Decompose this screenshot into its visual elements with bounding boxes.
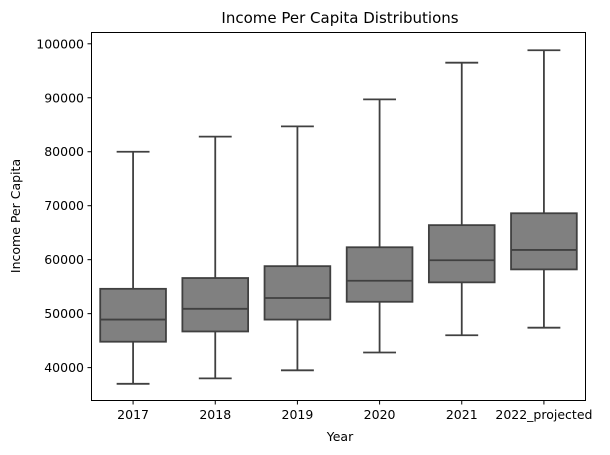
box-2017 [99,150,167,385]
y-tick-label: 50000 [44,306,84,321]
y-tick-label: 70000 [44,198,84,213]
plot-area [99,49,578,385]
x-tick-label: 2022_projected [495,407,592,422]
y-tick-label: 90000 [44,90,84,105]
box-2019 [263,125,332,372]
x-tick-label: 2017 [117,407,149,422]
plot-frame [91,32,586,401]
iqr-box [345,246,414,303]
x-tick-label: 2020 [364,407,396,422]
x-tick-label: 2019 [282,407,314,422]
x-tick-label: 2021 [446,407,478,422]
y-tick-label: 100000 [36,36,84,51]
x-axis-label: Year [326,429,354,444]
iqr-box [510,212,578,271]
box-2021 [427,61,496,337]
y-tick-label: 60000 [44,252,84,267]
x-axis: 2017 2018 2019 2020 2021 2022_projected [117,400,592,422]
x-tick-label: 2018 [199,407,231,422]
box-2018 [181,135,250,380]
box-2022_projected [510,49,578,329]
y-tick-label: 40000 [44,360,84,375]
chart-title: Income Per Capita Distributions [221,9,458,27]
iqr-box [427,224,496,284]
iqr-box [263,265,332,321]
y-axis-label: Income Per Capita [8,159,23,273]
iqr-box [181,277,250,333]
box-2020 [345,98,414,354]
iqr-box [99,287,167,343]
y-axis: 40000 50000 60000 70000 80000 90000 100000 [36,36,92,375]
y-tick-label: 80000 [44,144,84,159]
